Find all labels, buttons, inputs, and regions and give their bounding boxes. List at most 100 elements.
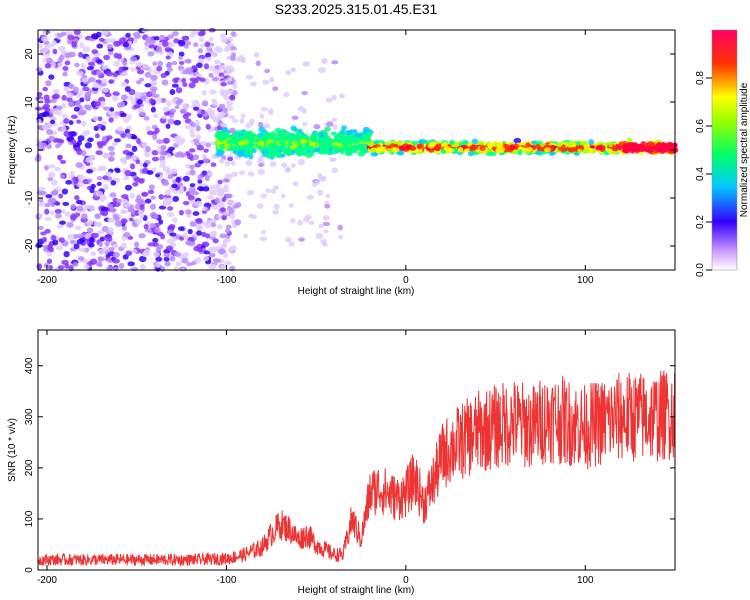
- spectrogram-cell: [391, 147, 397, 153]
- spectrogram-cell: [325, 193, 331, 199]
- spectrogram-cell: [245, 159, 253, 167]
- spectrogram-cell: [214, 64, 221, 70]
- spectrogram-cell: [52, 88, 60, 94]
- spectrogram-cell: [203, 148, 209, 153]
- spectrogram-cell: [139, 263, 146, 270]
- spectrogram-cell: [162, 200, 168, 207]
- spectrogram-cell: [112, 91, 120, 97]
- spectrogram-cell: [185, 240, 192, 246]
- spectrogram-cell: [226, 105, 234, 111]
- spectrogram-cell: [92, 82, 99, 89]
- spectrogram-cell: [224, 260, 232, 266]
- spectrogram-cell: [119, 157, 128, 163]
- spectrogram-cell: [54, 167, 61, 172]
- spectrogram-cell: [62, 71, 68, 77]
- spectrogram-cell: [119, 198, 128, 204]
- spectrogram-cell: [214, 197, 220, 204]
- spectrogram-x-tick-label: 0: [403, 275, 409, 286]
- spectrogram-cell: [239, 118, 245, 124]
- spectrogram-cell: [128, 217, 134, 222]
- spectrogram-cell: [301, 134, 309, 141]
- spectrogram-cell: [295, 131, 304, 137]
- spectrogram-cell: [188, 148, 196, 153]
- spectrogram-cell: [208, 37, 214, 42]
- spectrogram-cell: [40, 231, 47, 236]
- spectrogram-cell: [105, 171, 113, 176]
- spectrogram-cell: [94, 213, 101, 220]
- spectrogram-cell: [182, 175, 190, 182]
- spectrogram-cell: [62, 201, 70, 206]
- spectrogram-cell: [130, 266, 139, 272]
- spectrogram-cell: [46, 143, 52, 149]
- spectrogram-cell: [51, 189, 59, 196]
- spectrogram-cell: [64, 211, 71, 217]
- spectrogram-cell: [163, 256, 170, 262]
- spectrogram-cell: [102, 106, 110, 111]
- spectrogram-cell: [131, 249, 138, 254]
- spectrogram-cell: [228, 114, 235, 120]
- spectrogram-cell: [219, 264, 227, 270]
- spectrogram-cell: [42, 86, 49, 92]
- spectrogram-cell: [184, 125, 193, 130]
- spectrogram-cell: [181, 35, 190, 41]
- spectrogram-cell: [103, 184, 109, 191]
- spectrogram-cell: [38, 197, 44, 203]
- spectrogram-cell: [328, 157, 337, 162]
- spectrogram-cell: [74, 195, 80, 201]
- spectrogram-cell: [124, 184, 133, 191]
- spectrogram-cell: [211, 205, 219, 210]
- spectrogram-cell: [66, 221, 74, 228]
- spectrogram-cell: [284, 167, 291, 172]
- spectrogram-cell: [114, 111, 121, 116]
- spectrogram-cell: [75, 199, 83, 205]
- spectrogram-y-tick-label: 20: [24, 48, 35, 60]
- spectrogram-cell: [43, 98, 51, 104]
- spectrogram-cell: [129, 192, 135, 199]
- spectrogram-cell: [191, 29, 197, 35]
- spectrogram-cell: [82, 86, 90, 92]
- spectrogram-cell: [173, 265, 180, 272]
- spectrogram-cell: [189, 164, 195, 170]
- spectrogram-cell: [180, 104, 189, 109]
- spectrogram-cell: [227, 146, 234, 151]
- spectrogram-cell: [200, 109, 206, 115]
- spectrogram-cell: [281, 162, 288, 168]
- spectrogram-cell: [211, 76, 219, 82]
- spectrogram-cell: [240, 113, 246, 119]
- spectrogram-cell: [63, 86, 70, 92]
- spectrogram-cell: [331, 117, 338, 123]
- spectrogram-cell: [188, 82, 196, 89]
- spectrogram-cell: [45, 80, 52, 87]
- spectrogram-cell: [48, 164, 56, 169]
- spectrogram-cell: [222, 178, 230, 183]
- spectrogram-cell: [226, 138, 234, 145]
- spectrogram-cell: [320, 238, 327, 244]
- spectrogram-cell: [185, 58, 192, 64]
- spectrogram-cell: [165, 55, 171, 60]
- spectrogram-cell: [302, 122, 308, 127]
- spectrogram-cell: [157, 60, 163, 67]
- spectrogram-y-axis: -20 -10 0 10 20: [24, 48, 675, 253]
- spectrogram-cell: [142, 162, 148, 168]
- spectrogram-cell: [184, 67, 190, 74]
- spectrogram-cell: [245, 74, 254, 80]
- spectrogram-cell: [232, 131, 239, 138]
- spectrogram-cell: [218, 72, 225, 77]
- spectrogram-cell: [116, 126, 124, 132]
- spectrogram-cell: [566, 141, 574, 147]
- spectrogram-cell: [367, 142, 374, 147]
- spectrogram-cell: [135, 66, 141, 71]
- spectrogram-cell: [146, 130, 155, 136]
- colorbar-label: Normalized spectral amplitude: [739, 82, 750, 217]
- spectrogram-cell: [66, 92, 74, 98]
- spectrogram-cell: [198, 37, 205, 43]
- spectrogram-cell: [155, 97, 162, 104]
- spectrogram-cell: [118, 37, 126, 44]
- spectrogram-cell: [240, 145, 247, 150]
- colorbar-gradient: [712, 30, 737, 270]
- spectrogram-cell: [220, 123, 227, 128]
- spectrogram-cell: [226, 80, 235, 86]
- spectrogram-cell: [202, 221, 209, 226]
- spectrogram-cell: [230, 160, 236, 167]
